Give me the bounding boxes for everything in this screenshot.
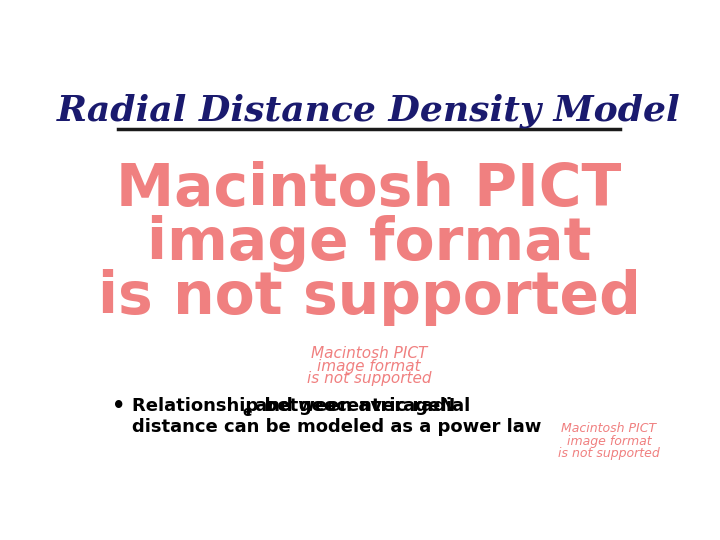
Text: e: e [242, 405, 251, 419]
Text: Macintosh PICT: Macintosh PICT [117, 161, 621, 218]
Text: Radial Distance Density Model: Radial Distance Density Model [57, 94, 681, 129]
Text: image format: image format [318, 359, 420, 374]
Text: and geocentric radial: and geocentric radial [249, 397, 470, 415]
Text: is not supported: is not supported [307, 371, 431, 386]
Text: •: • [112, 396, 126, 416]
Text: is not supported: is not supported [558, 447, 660, 460]
Text: distance can be modeled as a power law: distance can be modeled as a power law [132, 417, 541, 436]
Text: image format: image format [567, 435, 652, 448]
Text: Macintosh PICT: Macintosh PICT [562, 422, 657, 435]
Text: is not supported: is not supported [98, 269, 640, 326]
Text: Macintosh PICT: Macintosh PICT [311, 346, 427, 361]
Text: image format: image format [147, 215, 591, 272]
Text: Relationship between averageN: Relationship between averageN [132, 397, 455, 415]
